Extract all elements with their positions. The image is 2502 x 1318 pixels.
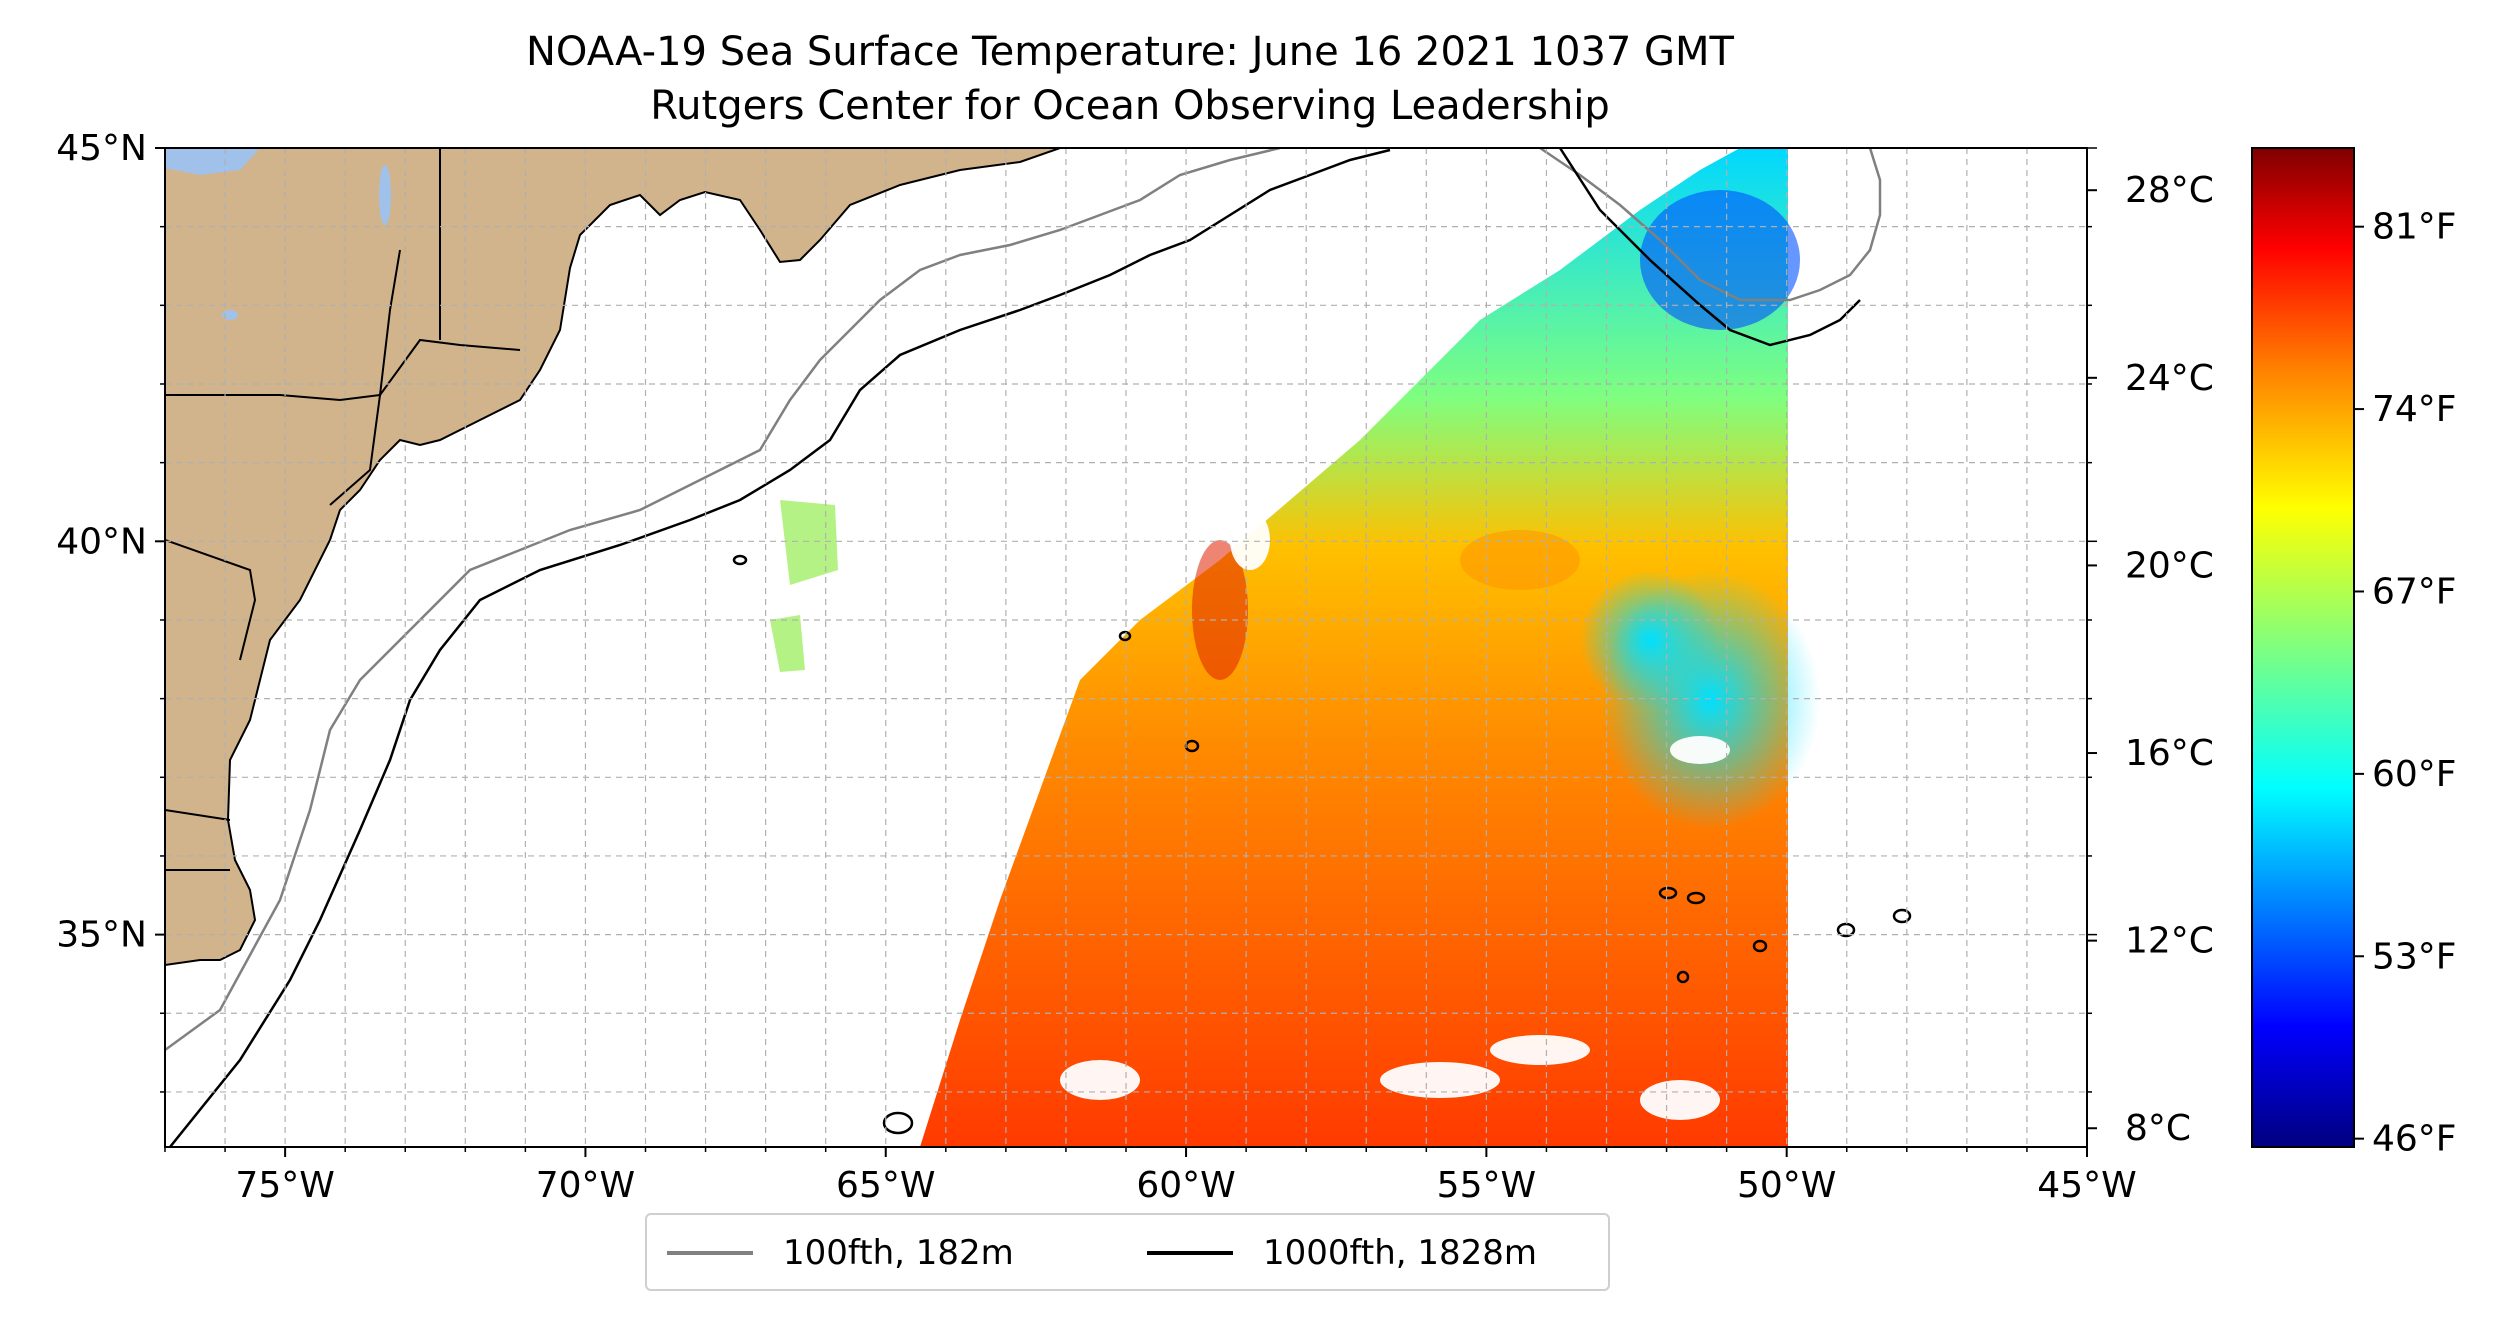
fahrenheit-tick-label: 67°F — [2372, 571, 2457, 612]
celsius-axis: 28°C 24°C 20°C 16°C 12°C 8°C — [2087, 170, 2214, 1149]
celsius-tick-label: 28°C — [2125, 170, 2214, 211]
lon-tick-label: 70°W — [536, 1165, 635, 1206]
lon-tick-label: 65°W — [836, 1165, 935, 1206]
legend-label-100fth: 100fth, 182m — [783, 1233, 1014, 1273]
legend-item-100fth: 100fth, 182m — [667, 1233, 1014, 1273]
map-title: NOAA-19 Sea Surface Temperature: June 16… — [525, 29, 1734, 75]
celsius-tick-label: 20°C — [2125, 545, 2214, 586]
contour-100fth — [165, 148, 1882, 1052]
lat-tick-label: 45°N — [56, 128, 147, 169]
fahrenheit-tick-label: 53°F — [2372, 936, 2457, 977]
fahrenheit-tick-label: 81°F — [2372, 207, 2457, 248]
colorbar: 28°C 24°C 20°C 16°C 12°C 8°C 81°F 74°F 67°F 60°F… — [2087, 147, 2457, 1160]
legend-line-100fth — [667, 1251, 753, 1255]
lon-tick-label: 55°W — [1437, 1165, 1536, 1206]
celsius-tick-label: 16°C — [2125, 733, 2214, 774]
lon-tick-label: 75°W — [235, 1165, 334, 1206]
lakes — [165, 148, 391, 320]
state-borders — [165, 148, 521, 871]
latitude-axis: 45°N 40°N 35°N — [56, 128, 2097, 1093]
sst-map — [165, 148, 2087, 1147]
legend-item-1000fth: 1000fth, 1828m — [1147, 1233, 1537, 1273]
legend-line-1000fth — [1147, 1251, 1233, 1255]
celsius-tick-label: 8°C — [2125, 1108, 2191, 1149]
fahrenheit-axis: 81°F 74°F 67°F 60°F 53°F 46°F — [2354, 207, 2457, 1160]
longitude-axis: 75°W 70°W 65°W 60°W 55°W 50°W 45°W — [164, 1147, 2137, 1206]
lat-tick-label: 35°N — [56, 915, 147, 956]
lon-tick-label: 60°W — [1136, 1165, 1235, 1206]
colorbar-gradient — [2251, 147, 2355, 1148]
legend: 100fth, 182m 1000fth, 1828m — [645, 1213, 1610, 1291]
lon-tick-label: 45°W — [2037, 1165, 2136, 1206]
sst-data-layer — [770, 148, 1820, 1147]
gridlines — [165, 148, 2087, 1147]
map-subtitle: Rutgers Center for Ocean Observing Leade… — [650, 83, 1610, 129]
land-mass — [165, 148, 1061, 967]
legend-label-1000fth: 1000fth, 1828m — [1263, 1233, 1538, 1273]
lon-tick-label: 50°W — [1737, 1165, 1836, 1206]
lat-tick-label: 40°N — [56, 521, 147, 562]
celsius-tick-label: 24°C — [2125, 358, 2214, 399]
fahrenheit-tick-label: 74°F — [2372, 389, 2457, 430]
fahrenheit-tick-label: 60°F — [2372, 754, 2457, 795]
celsius-tick-label: 12°C — [2125, 921, 2214, 962]
contour-1000fth — [169, 148, 1912, 1147]
fahrenheit-tick-label: 46°F — [2372, 1119, 2457, 1160]
